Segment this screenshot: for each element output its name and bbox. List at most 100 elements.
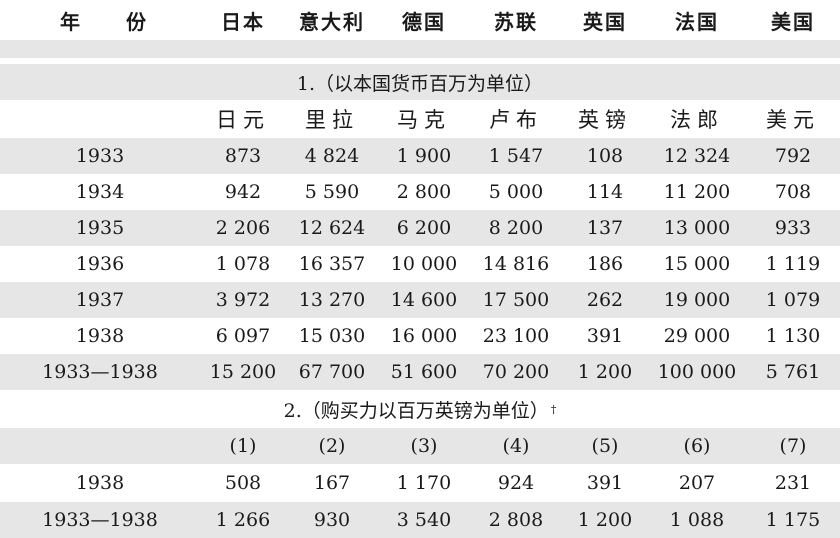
row-year: 1935 [75, 217, 125, 239]
table-cell: 13 270 [298, 289, 366, 311]
country-header-usa: 美国 [771, 9, 815, 34]
table-cell: 942 [224, 181, 262, 203]
table-cell: 1 200 [577, 509, 633, 531]
table-cell: 12 324 [663, 145, 731, 167]
table-cell: 100 000 [657, 361, 737, 383]
table-cell: 51 600 [390, 361, 458, 383]
year-column-header: 年份 [60, 9, 146, 34]
row-year: 1933 [75, 145, 125, 167]
spacer-band [0, 40, 840, 58]
table-cell: 167 [313, 472, 351, 494]
table-cell: 8 200 [488, 217, 544, 239]
table-cell: 19 000 [663, 289, 731, 311]
column-number: (7) [779, 435, 807, 457]
country-header-germany: 德国 [402, 9, 446, 34]
table-row-total: 1933—1938 1 266 930 3 540 2 808 1 200 1 … [0, 502, 840, 538]
table-cell: 391 [586, 472, 624, 494]
table-cell: 933 [774, 217, 812, 239]
table-cell: 1 175 [765, 509, 821, 531]
table-cell: 231 [774, 472, 812, 494]
units-row: 日元 里拉 马克 卢布 英镑 法郎 美元 [0, 100, 840, 138]
table-cell: 15 200 [209, 361, 277, 383]
table-cell: 3 972 [215, 289, 271, 311]
country-header-france: 法国 [675, 9, 719, 34]
table-cell: 2 800 [396, 181, 452, 203]
table-row: 1936 1 078 16 357 10 000 14 816 186 15 0… [0, 246, 840, 282]
column-number: (2) [318, 435, 346, 457]
table-cell: 1 200 [577, 361, 633, 383]
column-number: (5) [591, 435, 619, 457]
row-year: 1933—1938 [42, 509, 158, 531]
row-year: 1934 [75, 181, 125, 203]
table-cell: 708 [774, 181, 812, 203]
table-cell: 108 [586, 145, 624, 167]
table-cell: 4 824 [304, 145, 360, 167]
table-cell: 14 600 [390, 289, 458, 311]
section2-title: 2.（购买力以百万英镑为单位） † [283, 399, 557, 422]
table-cell: 1 266 [215, 509, 271, 531]
row-year: 1938 [75, 472, 125, 494]
table-row: 1938 6 097 15 030 16 000 23 100 391 29 0… [0, 318, 840, 354]
table-row: 1937 3 972 13 270 14 600 17 500 262 19 0… [0, 282, 840, 318]
table-cell: 11 200 [663, 181, 731, 203]
table-cell: 15 030 [298, 325, 366, 347]
country-header-japan: 日本 [221, 9, 265, 34]
table-cell: 6 200 [396, 217, 452, 239]
table-cell: 2 206 [215, 217, 271, 239]
table-cell: 1 078 [215, 253, 271, 275]
table-cell: 16 000 [390, 325, 458, 347]
table-cell: 3 540 [396, 509, 452, 531]
table-cell: 14 816 [482, 253, 550, 275]
table-cell: 1 130 [765, 325, 821, 347]
table-cell: 262 [586, 289, 624, 311]
column-number: (3) [410, 435, 438, 457]
country-header-uk: 英国 [583, 9, 627, 34]
table-cell: 207 [678, 472, 716, 494]
table-cell: 5 590 [304, 181, 360, 203]
table-cell: 391 [586, 325, 624, 347]
table-cell: 508 [224, 472, 262, 494]
row-year: 1936 [75, 253, 125, 275]
table-cell: 924 [497, 472, 535, 494]
table-cell: 930 [313, 509, 351, 531]
table-cell: 5 000 [488, 181, 544, 203]
table-cell: 6 097 [215, 325, 271, 347]
table-cell: 16 357 [298, 253, 366, 275]
table-cell: 23 100 [482, 325, 550, 347]
table-cell: 873 [224, 145, 262, 167]
table-cell: 10 000 [390, 253, 458, 275]
country-header-italy: 意大利 [299, 9, 365, 34]
table-row: 1933 873 4 824 1 900 1 547 108 12 324 79… [0, 138, 840, 174]
column-number: (6) [683, 435, 711, 457]
table-row: 1934 942 5 590 2 800 5 000 114 11 200 70… [0, 174, 840, 210]
unit-ruble: 卢布 [489, 108, 543, 132]
table-cell: 137 [586, 217, 624, 239]
table-cell: 67 700 [298, 361, 366, 383]
table-cell: 1 547 [488, 145, 544, 167]
table-cell: 114 [586, 181, 624, 203]
table-cell: 2 808 [488, 509, 544, 531]
table-cell: 186 [586, 253, 624, 275]
table-row-total: 1933—1938 15 200 67 700 51 600 70 200 1 … [0, 354, 840, 390]
table-cell: 12 624 [298, 217, 366, 239]
table-cell: 1 088 [669, 509, 725, 531]
unit-yen: 日元 [216, 108, 270, 132]
column-number: (4) [502, 435, 530, 457]
table-cell: 70 200 [482, 361, 550, 383]
table-row: 1935 2 206 12 624 6 200 8 200 137 13 000… [0, 210, 840, 246]
country-header-ussr: 苏联 [494, 9, 538, 34]
table-cell: 5 761 [765, 361, 821, 383]
unit-dollar: 美元 [766, 108, 820, 132]
table-header-row: 年份 日本 意大利 德国 苏联 英国 法国 美国 [0, 0, 840, 40]
table-cell: 792 [774, 145, 812, 167]
unit-pound: 英镑 [578, 108, 632, 132]
table-cell: 1 900 [396, 145, 452, 167]
dagger-footnote-mark: † [550, 402, 557, 416]
table-cell: 1 119 [765, 253, 821, 275]
table-row: 1938 508 167 1 170 924 391 207 231 [0, 464, 840, 502]
unit-franc: 法郎 [670, 108, 724, 132]
column-number-row: (1) (2) (3) (4) (5) (6) (7) [0, 428, 840, 464]
column-number: (1) [229, 435, 257, 457]
table-cell: 17 500 [482, 289, 550, 311]
table-cell: 1 170 [396, 472, 452, 494]
